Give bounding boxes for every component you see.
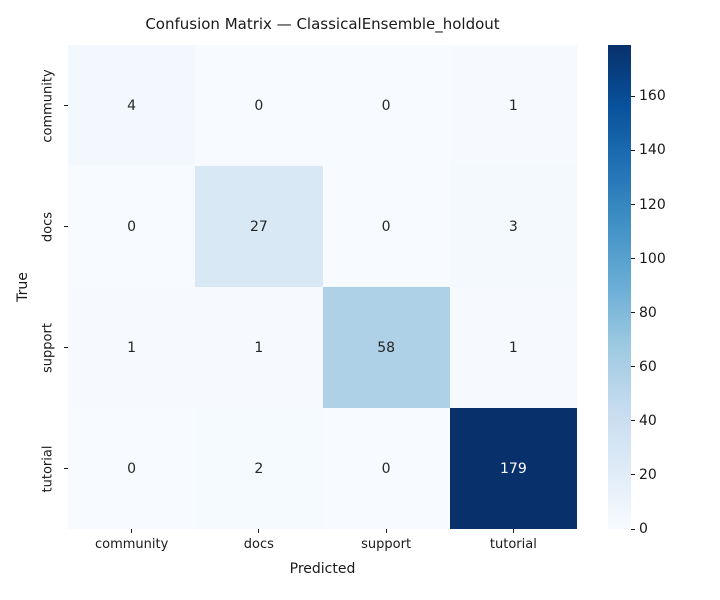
chart-title: Confusion Matrix — ClassicalEnsemble_hol… [145,15,500,33]
cell-value: 0 [127,218,137,235]
tick-mark [385,529,387,533]
heatmap-cell: 0 [195,45,323,166]
tick-mark [512,529,514,533]
x-tick-label: community [94,537,169,552]
colorbar [608,45,631,529]
cell-value: 179 [500,460,527,477]
tick-mark [64,105,68,106]
cell-value: 58 [377,339,396,356]
y-tick-label: docs [40,211,56,242]
heatmap-cell: 179 [449,408,577,529]
colorbar-tick-label: 100 [639,250,666,267]
colorbar-tick-mark [631,204,635,206]
heatmap-cell: 3 [449,166,577,287]
heatmap-cell: 0 [322,408,450,529]
x-tick-label: docs [243,537,274,552]
cell-value: 3 [508,218,518,235]
colorbar-tick-mark [631,528,635,530]
y-axis-label: True [15,272,31,302]
tick-mark [64,468,68,469]
cell-value: 0 [381,460,391,477]
colorbar-tick-mark [631,474,635,476]
colorbar-tick-mark [631,366,635,368]
tick-mark [258,529,260,533]
y-tick-label: tutorial [40,445,56,492]
heatmap-cell: 0 [322,45,450,166]
heatmap-cell: 58 [322,287,450,408]
heatmap-cell: 1 [68,287,196,408]
cell-value: 2 [254,460,264,477]
tick-mark [131,529,133,533]
y-tick-label: community [40,68,56,143]
colorbar-tick-mark [631,312,635,314]
cell-value: 1 [127,339,137,356]
heatmap-cell: 1 [449,45,577,166]
heatmap-cell: 1 [449,287,577,408]
heatmap-plot-area: 4 0 0 1 0 27 0 3 1 1 58 1 0 2 0 179 [68,45,577,529]
cell-value: 1 [254,339,264,356]
cell-value: 27 [249,218,268,235]
x-tick-label: support [361,537,412,552]
tick-mark [64,226,68,227]
colorbar-tick-label: 40 [639,412,657,429]
cell-value: 0 [254,97,264,114]
heatmap-cell: 2 [195,408,323,529]
heatmap-cell: 1 [195,287,323,408]
colorbar-tick-label: 160 [639,88,666,105]
colorbar-tick-mark [631,420,635,422]
cell-value: 0 [381,218,391,235]
heatmap-cell: 0 [68,408,196,529]
heatmap-cell: 0 [322,166,450,287]
y-tick-label: support [40,322,56,373]
x-tick-label: tutorial [489,537,537,552]
colorbar-tick-mark [631,149,635,151]
cell-value: 4 [127,97,137,114]
colorbar-tick-label: 20 [639,466,657,483]
colorbar-tick-label: 0 [639,521,648,537]
colorbar-tick-label: 120 [639,196,666,213]
cell-value: 0 [381,97,391,114]
tick-mark [64,347,68,348]
colorbar-tick-mark [631,258,635,260]
heatmap-cell: 0 [68,166,196,287]
colorbar-tick-label: 140 [639,142,666,159]
x-axis-label: Predicted [289,561,356,577]
cell-value: 0 [127,460,137,477]
heatmap-cell: 4 [68,45,196,166]
cell-value: 1 [508,339,518,356]
colorbar-tick-mark [631,95,635,97]
cell-value: 1 [508,97,518,114]
heatmap-cell: 27 [195,166,323,287]
colorbar-tick-label: 60 [639,358,657,375]
colorbar-tick-label: 80 [639,304,657,321]
